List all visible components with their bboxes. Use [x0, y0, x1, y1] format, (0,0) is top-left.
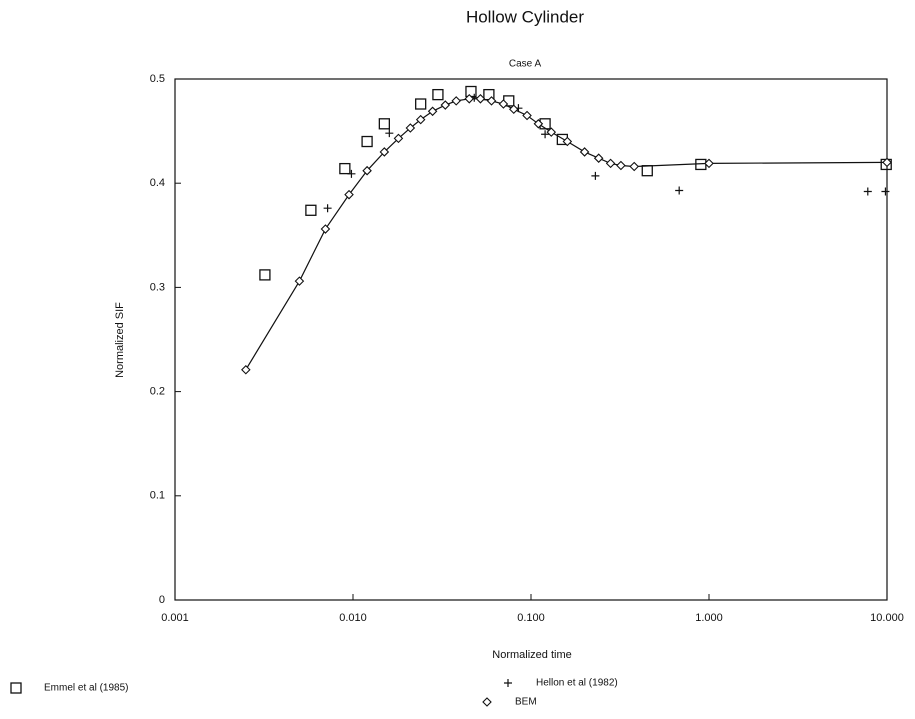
- legend-marker: [482, 697, 492, 707]
- legend-label: BEM: [515, 697, 537, 708]
- diamond-marker: [579, 147, 590, 157]
- plus-marker: [323, 204, 332, 213]
- diamond-marker: [464, 94, 475, 104]
- square-marker: [415, 98, 427, 110]
- y-tick-label: 0.2: [150, 386, 165, 398]
- x-tick-label: 0.010: [339, 612, 367, 624]
- y-tick-label: 0.3: [150, 281, 165, 293]
- y-tick-label: 0: [159, 594, 165, 606]
- diamond-marker: [320, 224, 331, 234]
- plus-marker: [541, 130, 550, 139]
- x-tick-label: 0.001: [161, 612, 189, 624]
- y-axis-label: Normalized SIF: [114, 302, 126, 378]
- diamond-marker: [562, 136, 573, 147]
- diamond-marker: [629, 161, 639, 172]
- legend-marker: [10, 682, 22, 694]
- plot-frame: [174, 78, 888, 601]
- square-marker: [432, 88, 444, 101]
- plus-marker: [385, 129, 394, 138]
- diamond-marker: [498, 99, 509, 109]
- diamond-marker: [475, 94, 486, 104]
- plus-marker: [863, 187, 872, 196]
- y-tick-label: 0.4: [150, 177, 165, 189]
- diamond-marker: [522, 110, 532, 121]
- diamond-marker: [451, 96, 461, 106]
- y-tick-label: 0.1: [150, 490, 165, 502]
- plus-marker: [347, 169, 356, 178]
- diamond-marker: [362, 165, 372, 176]
- square-marker: [259, 269, 271, 281]
- diamond-marker: [593, 153, 604, 163]
- plus-marker: [591, 171, 600, 180]
- legend-label: Hellon et al (1982): [536, 678, 618, 689]
- x-tick-label: 10.000: [870, 612, 904, 624]
- diamond-marker: [393, 133, 404, 144]
- diamond-marker: [704, 158, 714, 169]
- diamond-marker: [508, 104, 519, 114]
- diamond-marker: [546, 127, 557, 137]
- square-marker: [641, 165, 653, 177]
- chart-subtitle: Case A: [509, 59, 542, 70]
- plus-marker: [675, 186, 684, 195]
- diamond-marker: [616, 160, 626, 171]
- series-line: [245, 98, 888, 371]
- square-marker: [361, 135, 373, 148]
- square-marker: [339, 162, 351, 175]
- x-tick-label: 1.000: [695, 612, 723, 624]
- diamond-marker: [241, 364, 251, 375]
- x-axis-label: Normalized time: [492, 649, 571, 661]
- diamond-marker: [405, 123, 416, 133]
- legend-marker: [504, 679, 512, 687]
- plus-marker: [881, 187, 890, 196]
- diamond-marker: [294, 276, 305, 286]
- diamond-marker: [533, 119, 544, 129]
- diamond-marker: [427, 106, 438, 117]
- square-marker: [378, 118, 390, 130]
- diamond-marker: [605, 158, 616, 169]
- diamond-marker: [882, 157, 892, 168]
- y-tick-label: 0.5: [150, 73, 165, 85]
- diamond-marker: [486, 96, 497, 106]
- square-marker: [305, 204, 317, 216]
- chart-title: Hollow Cylinder: [466, 7, 584, 26]
- diamond-marker: [344, 189, 354, 200]
- diamond-marker: [440, 100, 451, 110]
- x-tick-label: 0.100: [517, 612, 545, 624]
- diamond-marker: [379, 147, 390, 157]
- legend-label: Emmel et al (1985): [44, 683, 128, 694]
- diamond-marker: [415, 114, 426, 125]
